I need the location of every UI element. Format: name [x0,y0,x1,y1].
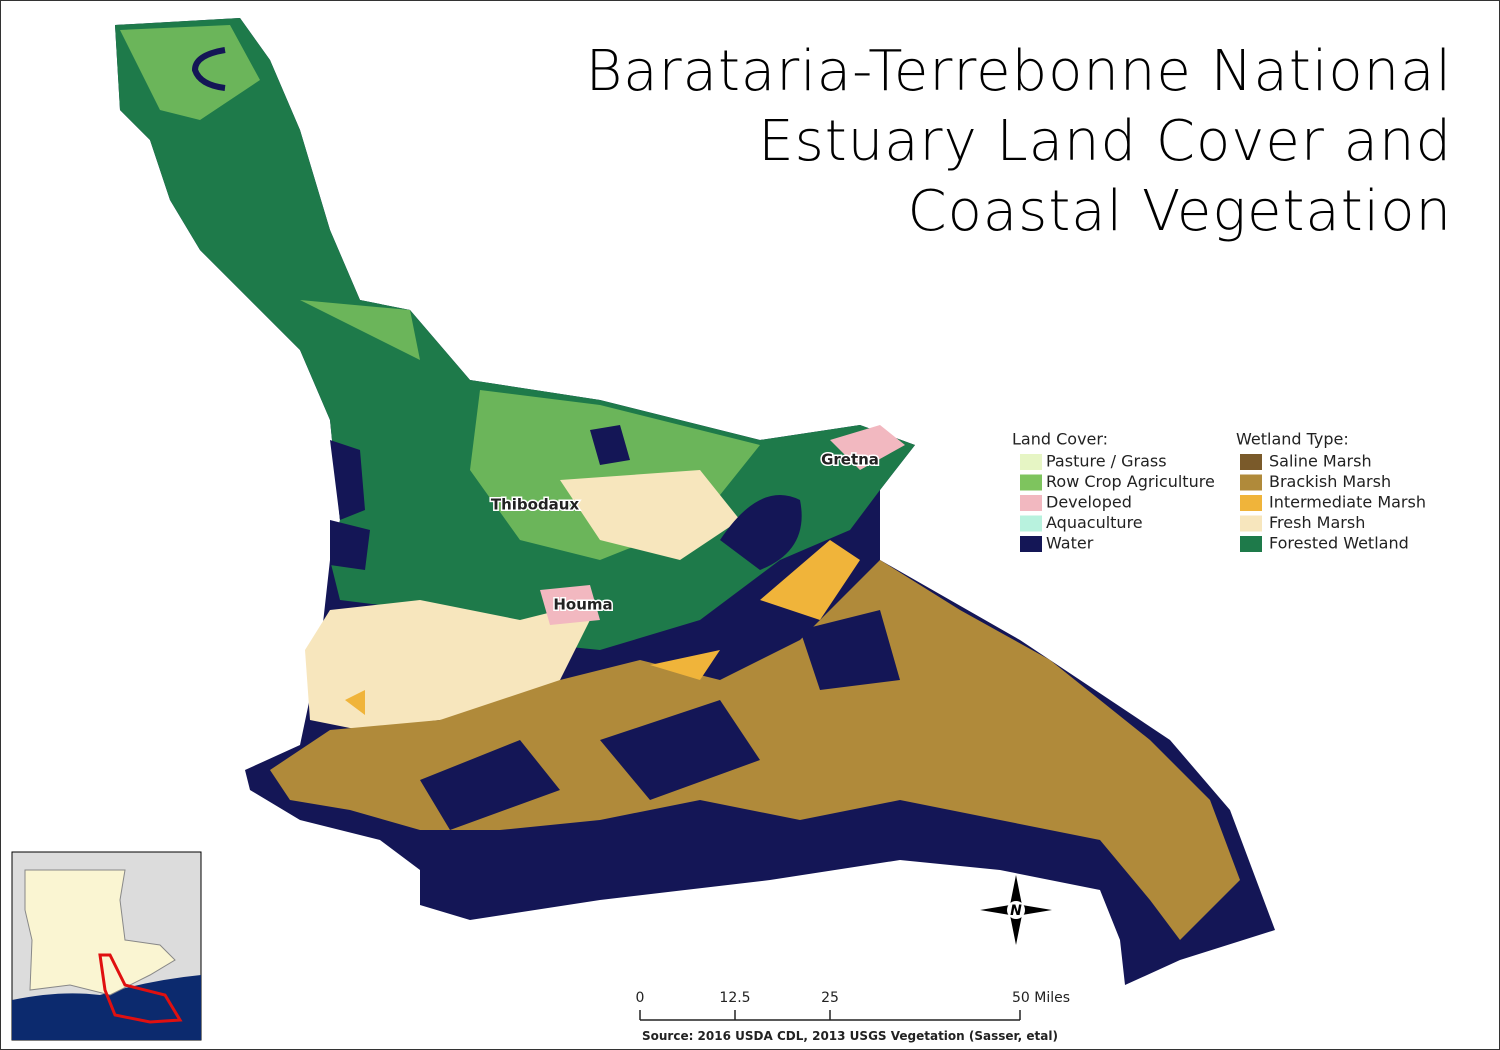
scale-label: 25 [821,990,839,1006]
legend-label: Pasture / Grass [1046,452,1167,471]
source-text: Source: 2016 USDA CDL, 2013 USGS Vegetat… [642,1029,1058,1043]
legend-swatch [1240,454,1262,470]
estuary-map [115,18,1275,985]
crop-land [120,25,760,560]
inset-study-area [98,953,183,1024]
north-arrow: N [980,875,1052,945]
legend-swatch [1240,515,1262,532]
title-line: Barataria-Terrebonne National [586,39,1452,104]
brackish-marsh [270,560,1240,940]
legend-label: Water [1046,534,1094,553]
legend-header: Land Cover: [1012,430,1108,449]
legend-label: Aquaculture [1046,513,1143,532]
legend-swatch [1020,515,1042,532]
legend-label: Saline Marsh [1269,452,1372,471]
scale-label: 12.5 [719,990,750,1006]
legend-label: Intermediate Marsh [1269,493,1426,512]
legend-label: Row Crop Agriculture [1046,472,1215,491]
title-line: Estuary Land Cover and [758,109,1452,174]
legend-swatch [1020,454,1042,470]
compass-center [1007,901,1025,919]
title-line: Coastal Vegetation [907,179,1452,244]
legend-swatch [1020,495,1042,511]
scale-label: 50 Miles [1012,990,1070,1006]
fresh-marsh [305,470,740,730]
legend-label: Developed [1046,493,1132,512]
legend-swatch [1240,536,1262,552]
city-label: Thibodaux [491,496,580,514]
legend-swatch [1020,536,1042,552]
legend-label: Fresh Marsh [1269,513,1365,532]
legend-swatch [1240,495,1262,511]
legend-swatch [1020,474,1042,491]
legend-swatch [1240,474,1262,491]
inset-map [11,851,202,1041]
legend-label: Forested Wetland [1269,534,1409,553]
developed [540,425,905,625]
legend-label: Brackish Marsh [1269,472,1391,491]
inset-state [24,869,176,996]
scale-label: 0 [636,990,645,1006]
north-label: N [1010,903,1022,919]
city-label: Houma [553,596,612,614]
lakes [330,425,900,830]
legend-header: Wetland Type: [1236,430,1349,449]
river-loop [191,47,226,91]
city-label: Gretna [821,451,879,469]
